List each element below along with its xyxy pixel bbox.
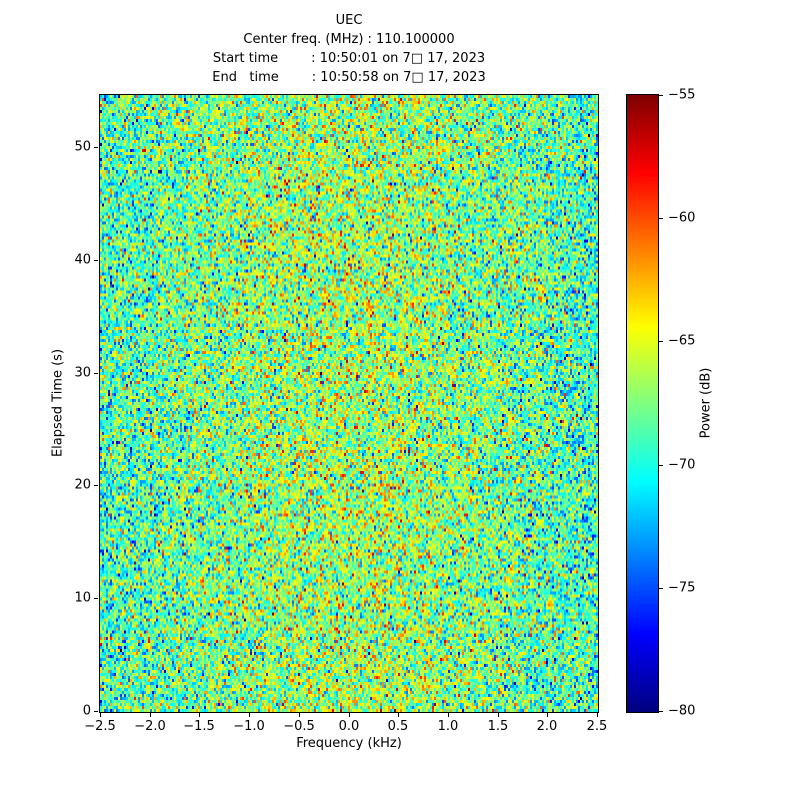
colorbar-tick [659,465,663,466]
x-tick-label: −2.0 [134,719,166,734]
y-tick [94,373,98,374]
y-tick-label: 20 [74,477,91,493]
x-tick [349,713,350,717]
x-tick [150,713,151,717]
y-tick-label: 30 [74,365,91,381]
x-tick-label: 0.5 [387,719,409,734]
x-tick-label: −0.5 [283,719,315,734]
x-tick [398,713,399,717]
x-tick [299,713,300,717]
center-freq-line: Center freq. (MHz) : 110.100000 [243,32,455,47]
chart-title-block: UEC Center freq. (MHz) : 110.100000 Star… [99,11,599,87]
y-tick [94,711,98,712]
colorbar-label: Power (dB) [698,367,714,439]
colorbar-tick-label: −60 [668,210,696,226]
colorbar-canvas [627,95,658,712]
y-tick-label: 50 [74,139,91,155]
colorbar-tick [659,218,663,219]
x-tick [199,713,200,717]
x-tick [547,713,548,717]
x-tick [498,713,499,717]
colorbar-tick [659,711,663,712]
colorbar-tick-label: −65 [668,333,696,349]
x-axis-label: Frequency (kHz) [296,736,402,751]
y-tick-label: 40 [74,252,91,268]
start-time-line: Start time : 10:50:01 on 7□ 17, 2023 [212,51,486,66]
x-tick-label: 0.0 [338,719,360,734]
colorbar-tick-label: −55 [668,87,696,103]
y-tick [94,260,98,261]
y-tick-label: 10 [74,590,91,606]
colorbar-tick [659,588,663,589]
y-axis-label: Elapsed Time (s) [50,348,66,458]
y-tick-label: 0 [82,703,91,719]
y-tick [94,147,98,148]
colorbar-tick-label: −80 [668,703,696,719]
x-tick-label: 2.0 [536,719,558,734]
colorbar [626,94,659,713]
x-tick-label: 1.5 [487,719,509,734]
y-tick [94,485,98,486]
colorbar-tick-label: −70 [668,457,696,473]
x-tick-label: 1.0 [437,719,459,734]
colorbar-tick [659,95,663,96]
x-tick-label: −1.0 [233,719,265,734]
x-tick-label: 2.5 [586,719,608,734]
x-tick-label: −1.5 [183,719,215,734]
x-tick [249,713,250,717]
spectrogram-canvas [100,95,598,712]
colorbar-tick [659,341,663,342]
colorbar-tick-label: −75 [668,580,696,596]
plot-area [99,94,599,713]
x-tick-label: −2.5 [84,719,116,734]
x-tick [100,713,101,717]
y-tick [94,598,98,599]
chart-title: UEC [335,13,363,28]
x-tick [448,713,449,717]
end-time-line: End time : 10:50:58 on 7□ 17, 2023 [212,70,486,85]
x-tick [597,713,598,717]
